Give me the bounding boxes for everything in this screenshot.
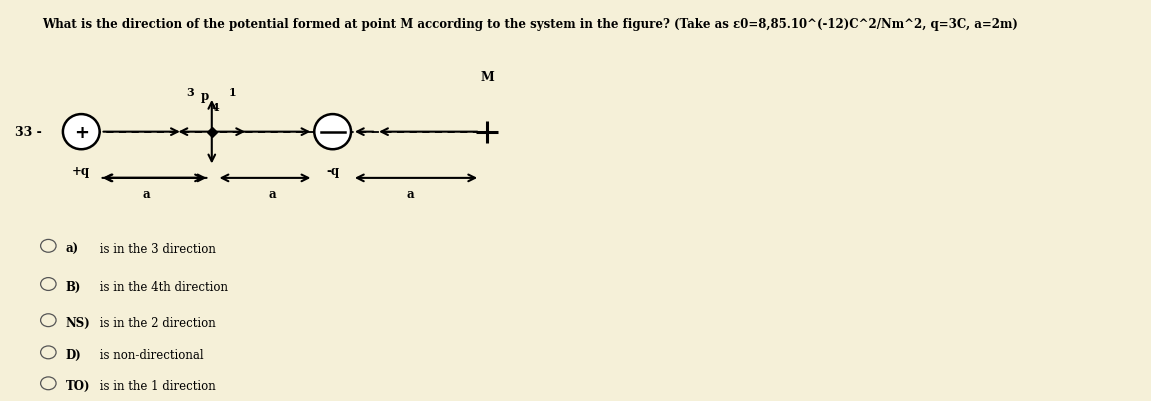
Text: is non-directional: is non-directional: [96, 348, 204, 361]
Text: B): B): [66, 280, 81, 293]
Text: D): D): [66, 348, 82, 361]
Text: TO): TO): [66, 379, 90, 392]
Text: a: a: [268, 188, 276, 200]
Text: is in the 4th direction: is in the 4th direction: [96, 280, 228, 293]
Text: is in the 3 direction: is in the 3 direction: [96, 242, 215, 255]
Text: is in the 2 direction: is in the 2 direction: [96, 316, 215, 329]
Circle shape: [63, 115, 100, 150]
Text: +: +: [74, 124, 89, 141]
Text: p: p: [200, 89, 208, 102]
Text: 3: 3: [186, 87, 193, 98]
Text: -q: -q: [326, 164, 340, 178]
Text: NS): NS): [66, 316, 91, 329]
Text: M: M: [480, 71, 494, 84]
Text: is in the 1 direction: is in the 1 direction: [96, 379, 215, 392]
Text: a: a: [406, 188, 414, 200]
Text: 1: 1: [228, 87, 236, 98]
Text: 33 -: 33 -: [15, 126, 41, 139]
Text: What is the direction of the potential formed at point M according to the system: What is the direction of the potential f…: [43, 18, 1019, 31]
Text: a): a): [66, 242, 78, 255]
Text: a: a: [143, 188, 151, 200]
Circle shape: [314, 115, 351, 150]
Text: +q: +q: [73, 164, 90, 178]
Text: 4: 4: [212, 102, 220, 113]
